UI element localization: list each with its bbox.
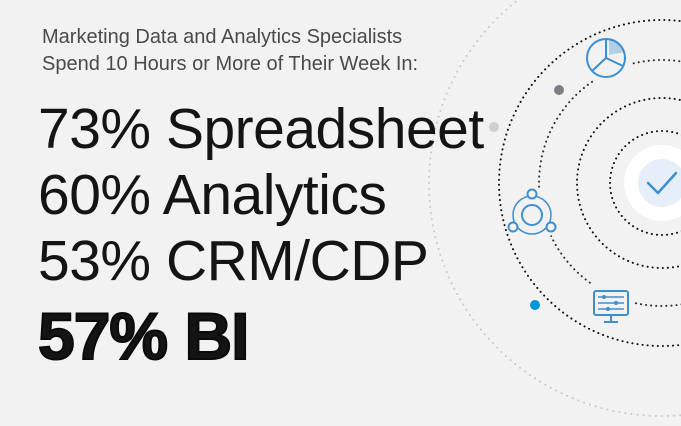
- orbit-ring-3: [498, 19, 681, 347]
- stat-label: Analytics: [162, 163, 387, 227]
- stat-percent: 57%: [37, 298, 169, 374]
- stats-list: 73% Spreadsheet 60% Analytics 53% CRM/CD…: [37, 96, 498, 374]
- orbit-dot-light: [489, 122, 499, 132]
- stat-spreadsheet: 73% Spreadsheet: [38, 96, 498, 162]
- stat-label: Spreadsheet: [165, 97, 484, 161]
- orbit-dot-blue: [530, 300, 540, 310]
- pie-chart-icon: [581, 33, 631, 83]
- orbit-ring-1: [576, 97, 681, 269]
- checkmark-icon: [646, 171, 678, 195]
- dashboard-icon: [588, 284, 634, 328]
- stat-percent: 73%: [38, 97, 151, 161]
- stat-percent: 60%: [38, 163, 151, 227]
- stat-crm-cdp: 53% CRM/CDP: [38, 228, 498, 294]
- orbit-dot-gray: [554, 85, 564, 95]
- orbit-ring-outer: [428, 0, 681, 417]
- orbit-ring-inner: [609, 130, 681, 236]
- stat-bi: 57% BI: [37, 298, 498, 374]
- stat-percent: 53%: [38, 229, 151, 293]
- stat-label: CRM/CDP: [165, 229, 429, 293]
- stat-label: BI: [183, 298, 250, 374]
- orbit-ring-2: [538, 59, 681, 307]
- network-icon: [504, 187, 560, 243]
- headline-line-2: Spend 10 Hours or More of Their Week In:: [42, 53, 419, 75]
- center-disc-inner: [638, 159, 681, 207]
- stat-analytics: 60% Analytics: [38, 162, 498, 228]
- headline: Marketing Data and Analytics Specialists…: [42, 24, 462, 78]
- headline-line-1: Marketing Data and Analytics Specialists: [42, 26, 403, 48]
